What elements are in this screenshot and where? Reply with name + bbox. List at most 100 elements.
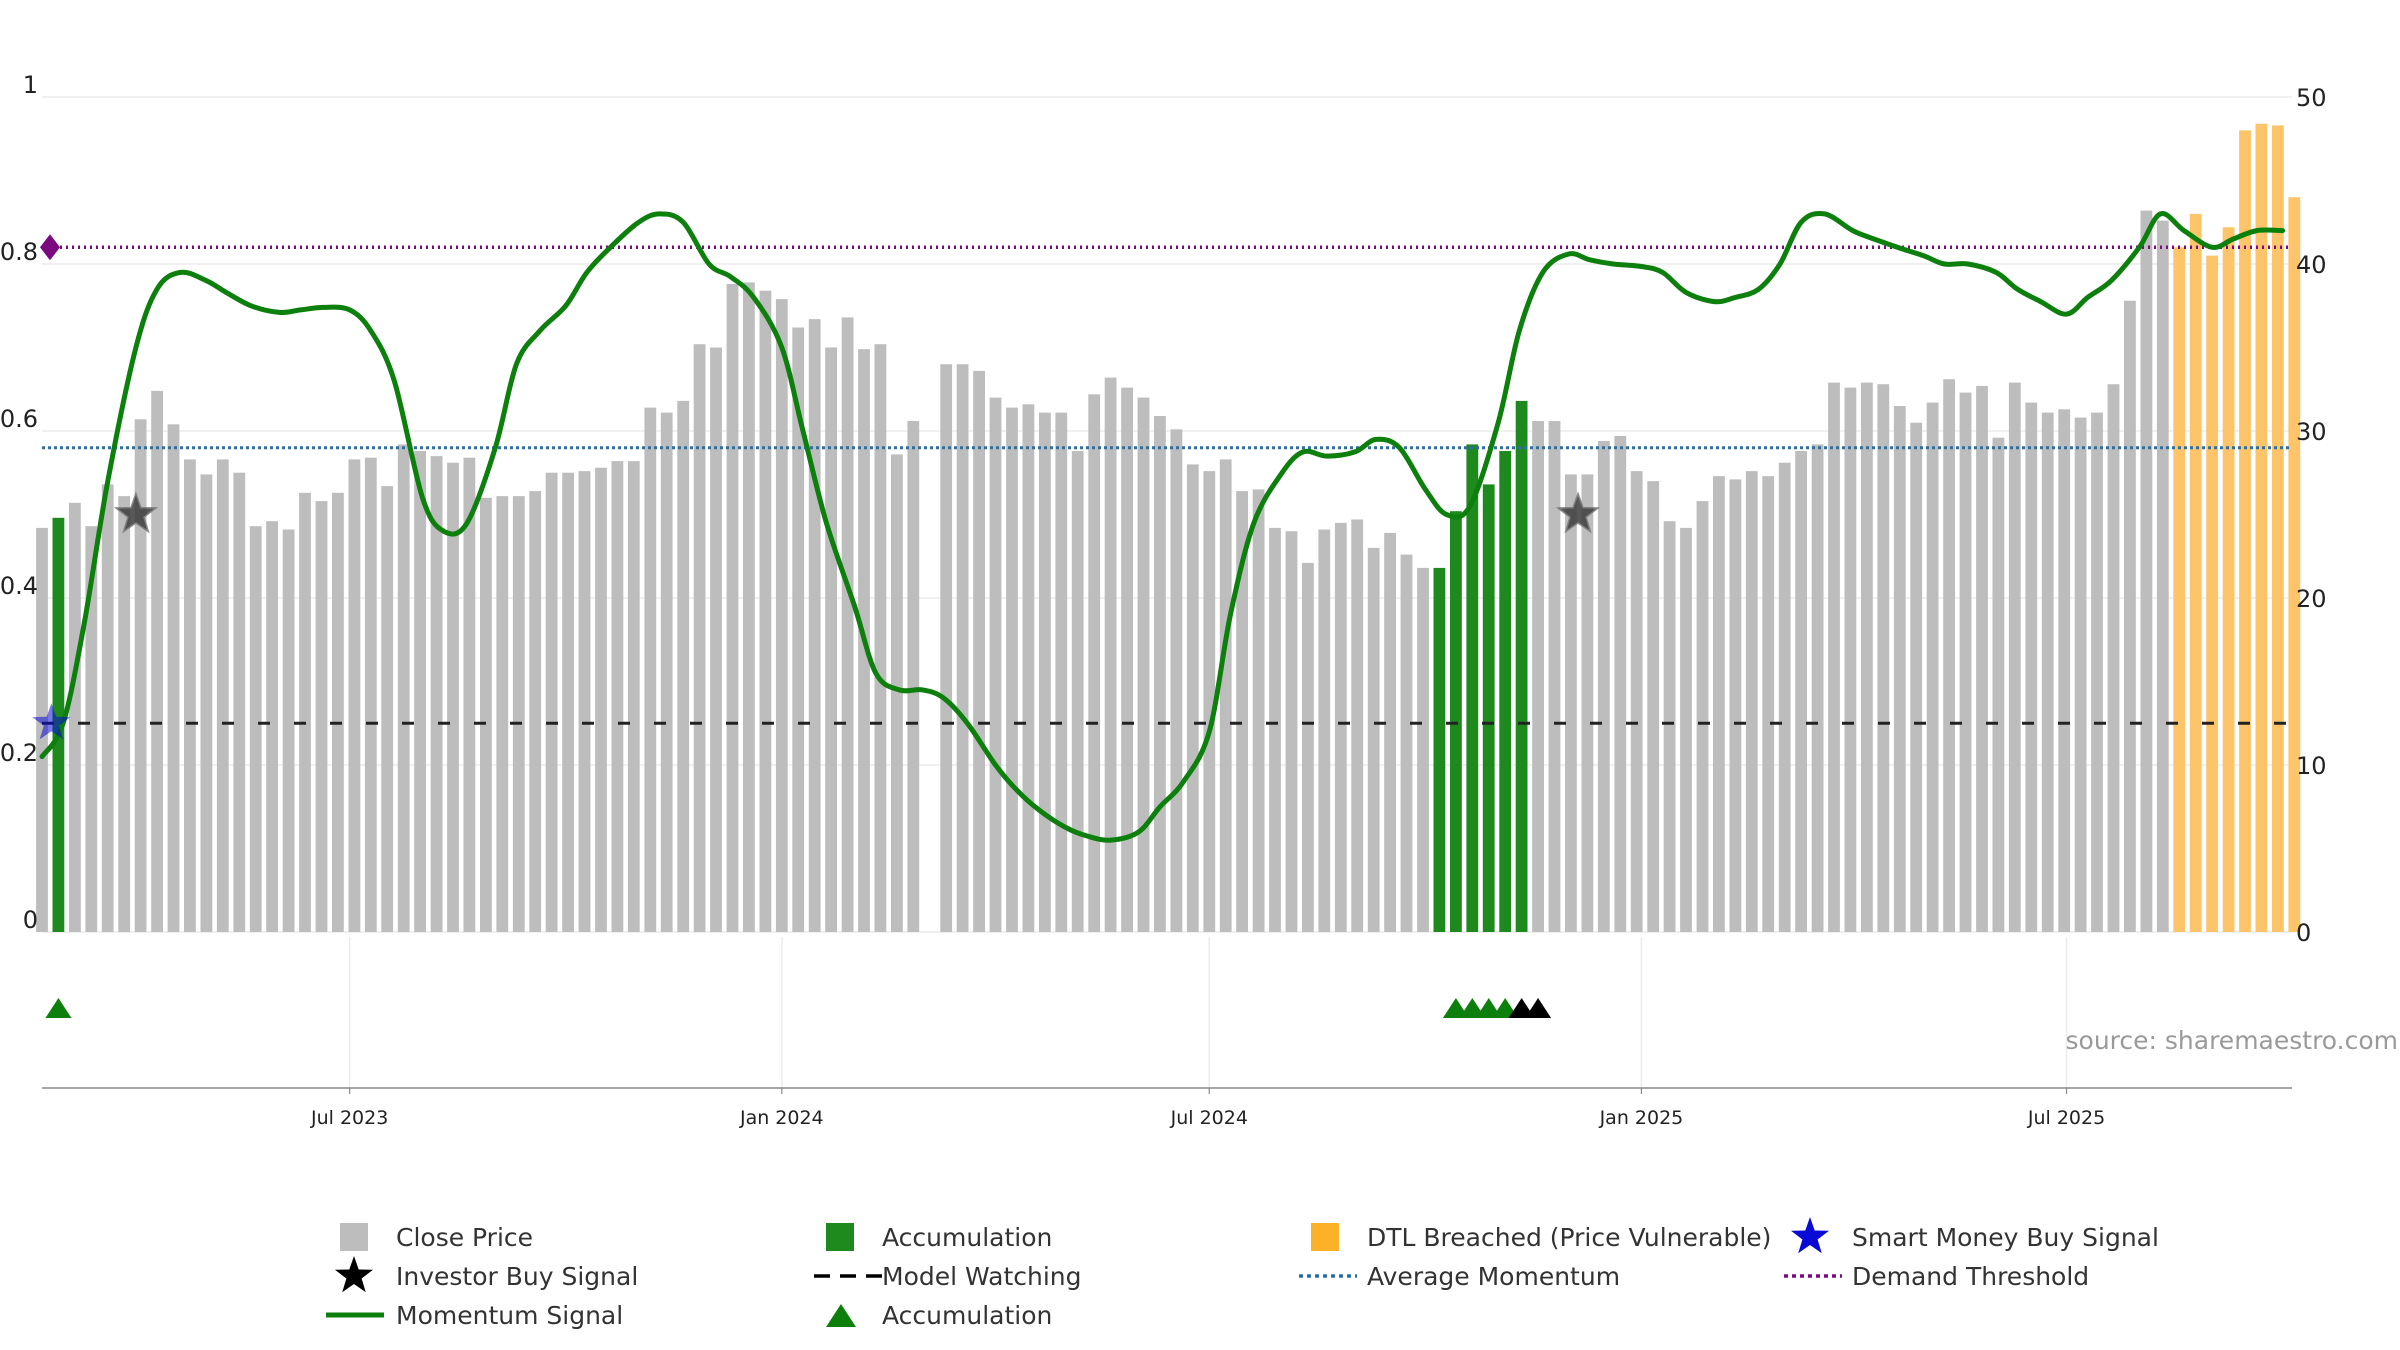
close-price-bar [2124,300,2136,932]
close-price-bar [1071,451,1084,932]
close-price-bar [956,364,969,932]
close-price-bar [1877,384,1890,932]
legend-square-icon [826,1223,854,1251]
close-price-bar [364,457,377,932]
close-price-bar [529,491,542,932]
legend-item: Model Watching [814,1262,1082,1291]
close-price-bar [1039,412,1051,933]
x-axis-tick-label: Jul 2023 [310,1107,388,1129]
price-bars [36,123,2301,933]
close-price-bar [1647,481,1660,932]
accumulation-triangle [1492,998,1519,1018]
close-price-bar [1022,404,1035,932]
legend-label: Accumulation [882,1301,1052,1330]
accumulation-bar [1433,567,1446,932]
investor-buy-signal-star [113,491,159,534]
close-price-bar [233,472,246,932]
close-price-bar [1104,377,1117,933]
close-price-bar [1055,412,1068,933]
accumulation-bar [1450,511,1462,932]
legend-item: Accumulation [826,1223,1052,1252]
dtl-breached-bar [2189,213,2202,932]
close-price-bar [1729,479,1742,932]
left-axis-tick-label: 0.4 [0,572,38,600]
close-price-bar [414,451,426,932]
close-price-bar [1910,422,1923,932]
left-axis-tick-label: 0.6 [0,405,38,433]
close-price-bar [134,419,147,932]
close-price-bar [841,317,854,932]
x-axis-tick-label: Jan 2024 [739,1107,824,1129]
right-axis-tick-label: 50 [2296,84,2327,112]
accumulation-triangle [1459,998,1486,1018]
x-axis-tick-label: Jan 2025 [1599,1107,1684,1129]
close-price-bar [2107,384,2120,932]
accumulation-bar [1515,400,1528,932]
right-axis-tick-label: 10 [2296,752,2327,780]
close-price-bar [1236,491,1248,932]
close-price-bar [2156,220,2169,933]
left-axis-tick-label: 0.8 [0,238,38,266]
x-axis-tick-label: Jul 2024 [1170,1107,1248,1129]
close-price-bar [184,459,196,932]
close-price-bar [1548,421,1561,932]
close-price-bar [1811,444,1824,932]
close-price-bar [1861,382,1873,933]
close-price-bar [1532,421,1544,932]
close-price-bar [627,461,640,932]
close-price-bar [299,492,311,932]
close-price-bar [282,529,295,932]
close-price-bar [2058,409,2071,932]
close-price-bar [447,462,459,932]
close-price-bar [1252,489,1265,932]
close-price-bar [1630,471,1643,932]
close-price-bar [1088,394,1101,932]
close-price-bar [1778,462,1791,932]
legend-item: Momentum Signal [326,1301,623,1330]
dtl-breached-bar [2255,123,2268,932]
close-price-bar [1400,554,1413,932]
close-price-bar [1384,532,1396,932]
close-price-bar [1680,527,1692,932]
legend-item: Investor Buy Signal [335,1256,638,1293]
left-axis-tick-label: 0.2 [0,739,38,767]
right-axis-tick-label: 20 [2296,585,2327,613]
close-price-bar [891,454,903,932]
close-price-bar [1006,407,1018,933]
source-label: source: sharemaestro.com [2066,1026,2399,1055]
legend: Close Price Accumulation DTL Breached (Pri… [326,1217,2159,1330]
close-price-bar [1926,402,1939,933]
legend-label: DTL Breached (Price Vulnerable) [1367,1223,1771,1252]
close-price-bar [1219,459,1232,932]
close-price-bar [562,472,574,932]
momentum-signal-line [39,210,2286,843]
close-price-bar [792,327,805,932]
accumulation-triangle [1442,998,1469,1018]
close-price-bar [1762,476,1775,932]
close-price-bar [611,461,624,932]
close-price-bar [1959,392,1972,933]
close-price-bar [1893,406,1906,932]
dtl-breached-bar [2222,227,2235,933]
close-price-bar [1943,379,1955,932]
right-axis-tick-label: 0 [2296,919,2311,947]
close-price-bar [151,390,163,932]
close-price-bar [1302,562,1314,932]
close-price-bar [430,456,443,932]
accumulation-triangle [45,998,72,1018]
close-price-bar [1795,451,1807,932]
accumulation-bar [1466,444,1479,932]
accumulation-bar [1482,484,1495,932]
close-price-bar [644,407,657,933]
close-price-bar [693,344,706,932]
right-axis-tick-label: 30 [2296,418,2327,446]
close-price-bar [1170,429,1183,932]
dtl-breached-bar [2206,255,2218,933]
close-price-bar [825,347,837,932]
reference-lines [42,245,2292,725]
close-price-bar [249,526,262,932]
close-price-bar [677,400,690,932]
close-price-bar [759,290,772,932]
close-price-bar [480,497,492,932]
